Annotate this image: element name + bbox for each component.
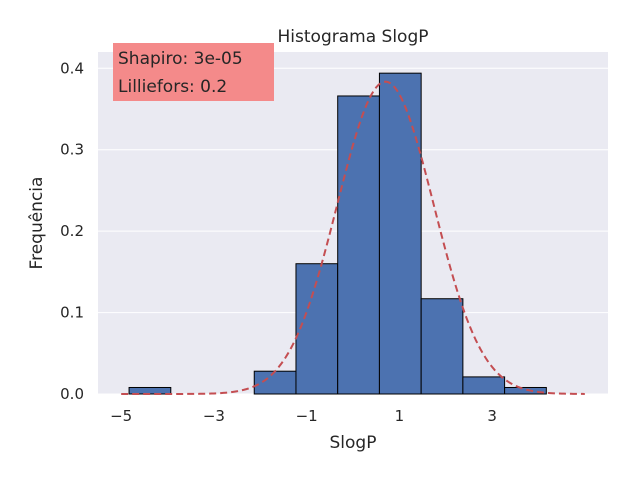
y-axis-label: Frequência: [27, 177, 47, 270]
x-tick-label: −1: [296, 407, 318, 425]
histogram-bar: [462, 376, 506, 395]
annotation-background: [113, 43, 274, 101]
normal-curve-line: [121, 80, 585, 395]
y-tick-label: 0.3: [60, 141, 84, 159]
y-tick-label: 0.4: [60, 59, 84, 77]
histogram-bar: [420, 298, 464, 395]
x-axis-label: SlogP: [330, 433, 377, 453]
shapiro-annotation: Shapiro: 3e-05: [118, 49, 243, 69]
x-tick-label: 3: [487, 407, 497, 425]
y-tick-label: 0.1: [60, 304, 84, 322]
normality-test-box: Shapiro: 3e-05 Lilliefors: 0.2: [113, 43, 274, 101]
y-tick-label: 0.0: [60, 385, 84, 403]
x-axis-ticks: −5 −3 −1 1 3: [110, 407, 497, 425]
y-tick-label: 0.2: [60, 222, 84, 240]
y-axis-ticks: 0.0 0.1 0.2 0.3 0.4: [60, 59, 84, 403]
histogram-bar: [504, 386, 547, 395]
histogram-bar: [295, 263, 339, 395]
x-tick-label: 1: [395, 407, 405, 425]
lilliefors-annotation: Lilliefors: 0.2: [118, 77, 227, 97]
chart-title: Histograma SlogP: [278, 27, 429, 47]
histogram-bars: [128, 72, 547, 395]
histogram-bar: [253, 370, 297, 395]
histogram-bar: [378, 72, 422, 395]
x-tick-label: −3: [203, 407, 225, 425]
histogram-bar: [337, 95, 380, 395]
x-tick-label: −5: [110, 407, 132, 425]
